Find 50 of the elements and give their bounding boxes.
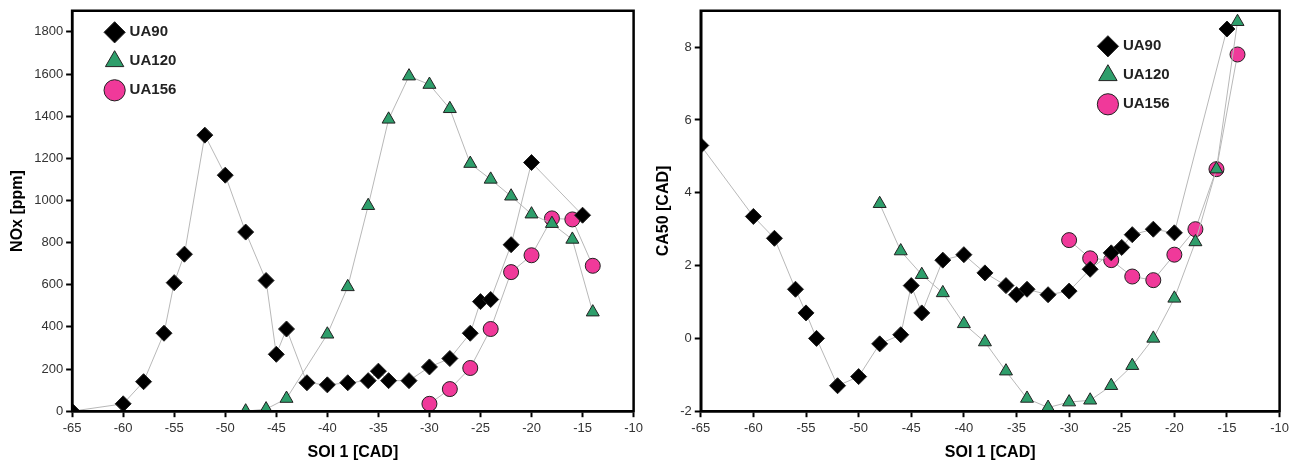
x-axis-title: SOI 1 [CAD] bbox=[307, 442, 399, 460]
y-tick-label: 800 bbox=[41, 234, 64, 250]
legend-label: UA120 bbox=[129, 51, 177, 69]
y-axis-title: CA50 [CAD] bbox=[654, 165, 672, 257]
x-tick-label: -20 bbox=[1164, 419, 1184, 435]
x-tick-label: -25 bbox=[471, 419, 490, 435]
x-tick-label: -55 bbox=[164, 419, 184, 435]
x-tick-label: -10 bbox=[624, 419, 643, 435]
y-tick-label: 200 bbox=[41, 360, 64, 376]
legend-label: UA156 bbox=[1122, 94, 1170, 112]
x-tick-label: -15 bbox=[1217, 419, 1237, 435]
legend-label: UA120 bbox=[1122, 65, 1170, 83]
x-tick-label: -45 bbox=[901, 419, 921, 435]
x-tick-label: -40 bbox=[317, 419, 337, 435]
y-tick-label: 600 bbox=[41, 276, 64, 292]
y-tick-label: 1800 bbox=[34, 23, 64, 39]
y-tick-label: 4 bbox=[684, 184, 692, 200]
x-tick-label: -40 bbox=[954, 419, 974, 435]
x-tick-label: -30 bbox=[1059, 419, 1079, 435]
y-tick-label: 2 bbox=[684, 257, 692, 273]
x-tick-label: -20 bbox=[522, 419, 541, 435]
y-tick-label: 6 bbox=[684, 111, 692, 127]
x-tick-label: -50 bbox=[849, 419, 869, 435]
y-tick-label: 400 bbox=[41, 318, 64, 334]
y-tick-label: 1600 bbox=[34, 65, 64, 81]
legend-label: UA90 bbox=[129, 22, 168, 40]
x-tick-label: -30 bbox=[420, 419, 439, 435]
x-tick-label: -10 bbox=[1270, 419, 1289, 435]
y-tick-label: 0 bbox=[55, 402, 64, 418]
x-tick-label: -60 bbox=[743, 419, 763, 435]
y-tick-label: 0 bbox=[684, 329, 692, 345]
y-tick-label: -2 bbox=[680, 402, 692, 418]
y-tick-label: 1400 bbox=[34, 107, 64, 123]
x-tick-label: -35 bbox=[368, 419, 388, 435]
x-tick-label: -45 bbox=[266, 419, 286, 435]
y-tick-label: 1000 bbox=[34, 192, 64, 208]
y-tick-label: 1200 bbox=[34, 149, 64, 165]
x-tick-label: -65 bbox=[691, 419, 711, 435]
x-tick-label: -35 bbox=[1007, 419, 1026, 435]
legend-label: UA90 bbox=[1122, 36, 1162, 54]
y-tick-label: 8 bbox=[684, 38, 692, 54]
legend-label: UA156 bbox=[129, 80, 177, 98]
x-tick-label: -25 bbox=[1112, 419, 1132, 435]
y-axis-title: NOx [ppm] bbox=[8, 170, 26, 252]
x-axis-title: SOI 1 [CAD] bbox=[944, 442, 1036, 460]
x-tick-label: -60 bbox=[113, 419, 133, 435]
x-tick-label: -55 bbox=[796, 419, 816, 435]
x-tick-label: -15 bbox=[573, 419, 592, 435]
x-tick-label: -65 bbox=[62, 419, 82, 435]
x-tick-label: -50 bbox=[215, 419, 235, 435]
